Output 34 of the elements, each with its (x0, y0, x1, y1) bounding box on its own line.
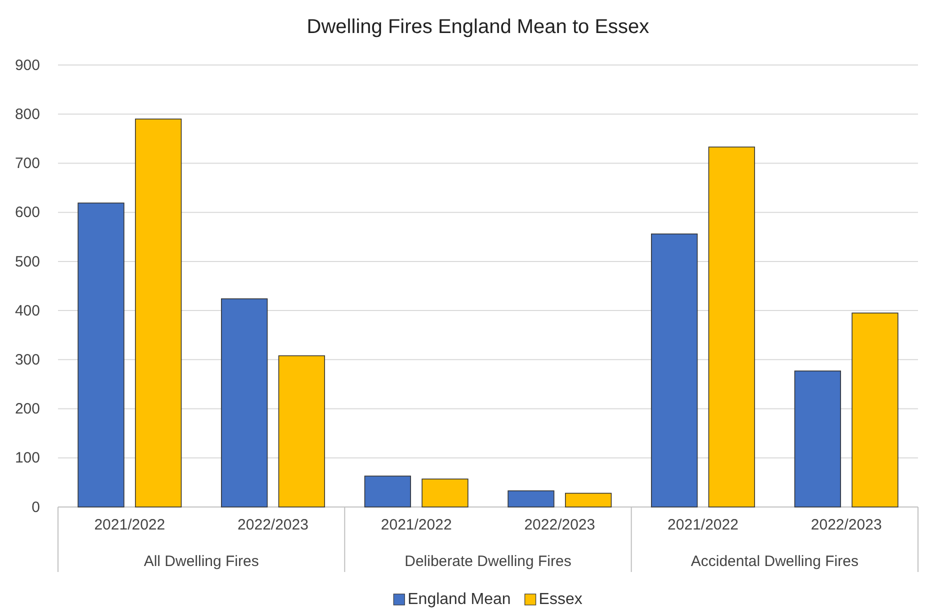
bar (852, 312, 898, 508)
bar (708, 146, 755, 508)
bar (364, 476, 411, 508)
y-tick-label: 600 (14, 204, 40, 222)
text: Accidental Dwelling Fires (690, 553, 858, 570)
bar (78, 202, 124, 508)
y-tick-label: 300 (14, 351, 40, 368)
bar (278, 355, 325, 508)
bar (651, 234, 698, 508)
y-tick-label: 700 (14, 155, 40, 172)
x-tick-label: 2022/2023 (810, 516, 882, 534)
legend-label: Essex (538, 591, 582, 608)
text: All Dwelling Fires (144, 553, 259, 570)
bar (221, 298, 268, 508)
chart-title: Dwelling Fires England Mean to Essex (306, 16, 650, 38)
y-tick-label: 200 (14, 400, 40, 418)
bar (422, 478, 468, 508)
y-tick-label: 900 (14, 56, 40, 74)
bar (565, 492, 612, 508)
x-tick-label: 2022/2023 (524, 516, 596, 534)
bar (508, 490, 554, 508)
text: Deliberate Dwelling Fires (404, 553, 572, 570)
bar (135, 118, 182, 508)
y-tick-label: 800 (14, 106, 40, 123)
y-tick-label: 400 (14, 302, 40, 320)
y-tick-label: 100 (14, 450, 40, 467)
x-tick-label: 2021/2022 (380, 516, 452, 534)
bar (794, 370, 841, 508)
x-tick-label: 2021/2022 (668, 516, 738, 534)
y-tick-label: 0 (32, 498, 40, 516)
y-tick-label: 500 (14, 253, 40, 270)
x-tick-label: 2022/2023 (238, 516, 308, 534)
x-tick-label: 2021/2022 (94, 516, 166, 534)
legend-label: England Mean (408, 591, 511, 608)
